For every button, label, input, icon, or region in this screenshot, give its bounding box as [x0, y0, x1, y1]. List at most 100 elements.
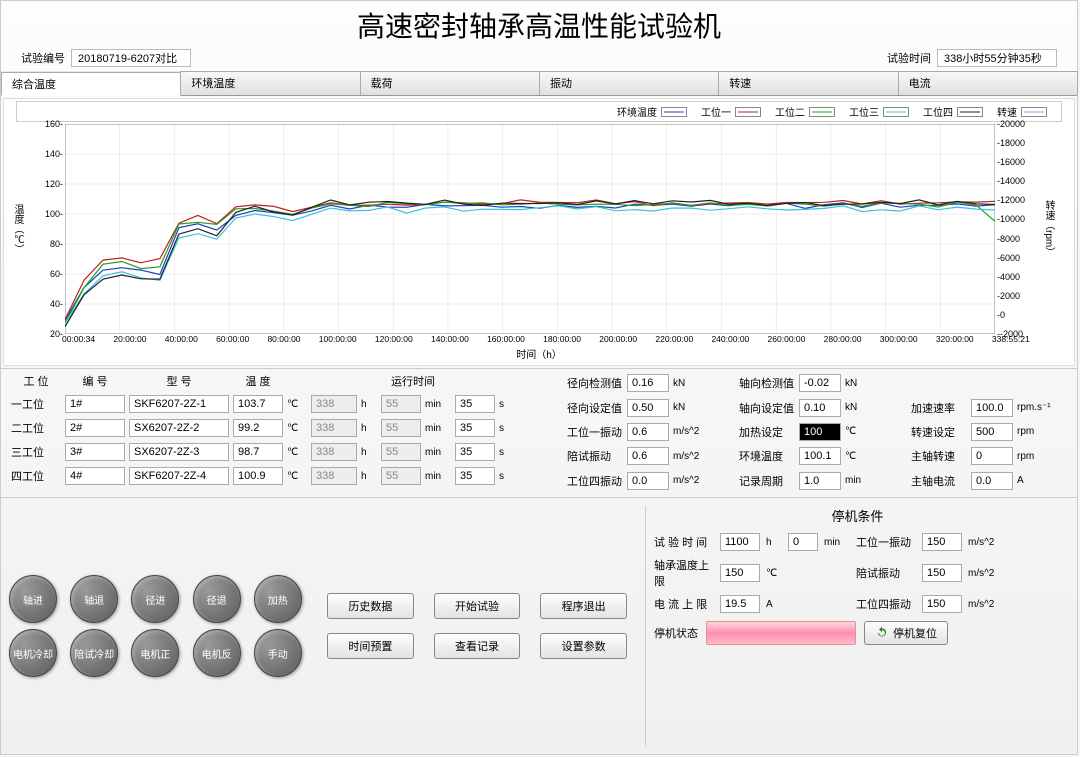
circle-btn[interactable]: 陪试冷却: [70, 629, 118, 677]
action-btn[interactable]: 时间预置: [327, 633, 414, 659]
action-btn[interactable]: 历史数据: [327, 593, 414, 619]
tab-2[interactable]: 载荷: [360, 71, 540, 95]
circle-btn[interactable]: 径退: [193, 575, 241, 623]
reading-input[interactable]: [627, 447, 669, 465]
ws-s[interactable]: [455, 395, 495, 413]
circle-btn[interactable]: 轴退: [70, 575, 118, 623]
mid-panel: 工 位编 号型 号温 度运行时间一工位 ℃ h min s二工位 ℃ h min…: [1, 368, 1077, 497]
ws-s[interactable]: [455, 419, 495, 437]
stop-row: 试 验 时 间h min 工位一振动m/s^2: [654, 533, 1061, 551]
reading-input[interactable]: [971, 399, 1013, 417]
action-btn[interactable]: 查看记录: [434, 633, 521, 659]
reading: 工位四振动m/s^2: [567, 471, 723, 491]
ws-row-0: 一工位 ℃ h min s: [11, 395, 551, 413]
action-btn[interactable]: 设置参数: [540, 633, 627, 659]
stop-input[interactable]: [922, 533, 962, 551]
reading-input[interactable]: [627, 374, 669, 392]
stop-row: 电 流 上 限A 工位四振动m/s^2: [654, 595, 1061, 613]
ws-temp[interactable]: [233, 419, 283, 437]
ws-model[interactable]: [129, 467, 229, 485]
legend-item: 转速: [997, 104, 1047, 119]
ws-m: [381, 395, 421, 413]
stop-input[interactable]: [720, 533, 760, 551]
tab-1[interactable]: 环境温度: [180, 71, 360, 95]
legend-item: 工位三: [849, 104, 909, 119]
circle-btn[interactable]: 轴进: [9, 575, 57, 623]
stop-status-label: 停机状态: [654, 625, 698, 641]
reading-input[interactable]: [799, 447, 841, 465]
test-id-field: 20180719-6207对比: [71, 49, 191, 67]
reading-input[interactable]: [971, 423, 1013, 441]
stop-input[interactable]: [922, 564, 962, 582]
ws-num[interactable]: [65, 467, 125, 485]
reading-input[interactable]: [799, 423, 841, 441]
reading: 工位一振动m/s^2: [567, 422, 723, 442]
ws-m: [381, 419, 421, 437]
line-chart: [65, 124, 995, 334]
ws-model[interactable]: [129, 419, 229, 437]
ws-row-1: 二工位 ℃ h min s: [11, 419, 551, 437]
readings-grid: 径向检测值kN轴向检测值kN 径向设定值kN轴向设定值kN加速速率rpm.s⁻¹…: [557, 373, 1067, 491]
reading: 径向设定值kN: [567, 397, 723, 417]
reading: 陪试振动m/s^2: [567, 446, 723, 466]
test-time-label: 试验时间: [887, 50, 931, 66]
circle-btn[interactable]: 电机冷却: [9, 629, 57, 677]
ws-model[interactable]: [129, 443, 229, 461]
ws-s[interactable]: [455, 467, 495, 485]
stop-reset-button[interactable]: 停机复位: [864, 621, 948, 645]
tab-3[interactable]: 振动: [539, 71, 719, 95]
y-left-axis: 20-40-60-80-100-120-140-160-: [25, 124, 65, 334]
ws-num[interactable]: [65, 395, 125, 413]
stop-title: 停机条件: [654, 506, 1061, 525]
legend-item: 工位二: [775, 104, 835, 119]
ws-m: [381, 467, 421, 485]
tab-5[interactable]: 电流: [898, 71, 1078, 95]
stop-row: 轴承温度上限℃ 陪试振动m/s^2: [654, 557, 1061, 589]
stop-status-indicator: [706, 621, 856, 645]
ws-temp[interactable]: [233, 443, 283, 461]
stop-input[interactable]: [720, 564, 760, 582]
reading-input[interactable]: [627, 472, 669, 490]
ws-row-3: 四工位 ℃ h min s: [11, 467, 551, 485]
reading-input[interactable]: [627, 423, 669, 441]
bottom-panel: 轴进轴退径进径退加热电机冷却陪试冷却电机正电机反手动 历史数据开始试验程序退出时…: [1, 497, 1077, 754]
ws-temp[interactable]: [233, 395, 283, 413]
ws-num[interactable]: [65, 419, 125, 437]
reading-input[interactable]: [799, 472, 841, 490]
reading-input[interactable]: [799, 399, 841, 417]
reading-input[interactable]: [971, 472, 1013, 490]
legend-item: 工位四: [923, 104, 983, 119]
stop-input[interactable]: [922, 595, 962, 613]
ws-row-2: 三工位 ℃ h min s: [11, 443, 551, 461]
test-id-label: 试验编号: [21, 50, 65, 66]
stop-input[interactable]: [720, 595, 760, 613]
reading: 转速设定rpm: [911, 422, 1067, 442]
circle-btn[interactable]: 加热: [254, 575, 302, 623]
ws-num[interactable]: [65, 443, 125, 461]
circle-btn[interactable]: 手动: [254, 629, 302, 677]
reading: 主轴转速rpm: [911, 446, 1067, 466]
circle-buttons: 轴进轴退径进径退加热电机冷却陪试冷却电机正电机反手动: [9, 506, 309, 746]
reading-input[interactable]: [971, 447, 1013, 465]
y-left-label: 温度（℃）: [10, 204, 25, 254]
y-right-axis: --2000-0-2000-4000-6000-8000-10000-12000…: [995, 124, 1041, 334]
chart-legend: 环境温度工位一工位二工位三工位四转速: [16, 101, 1062, 122]
reading: 主轴电流A: [911, 471, 1067, 491]
stop-input[interactable]: [788, 533, 818, 551]
ws-s[interactable]: [455, 443, 495, 461]
tab-0[interactable]: 综合温度: [1, 72, 181, 96]
circle-btn[interactable]: 电机正: [131, 629, 179, 677]
ws-model[interactable]: [129, 395, 229, 413]
circle-btn[interactable]: 电机反: [193, 629, 241, 677]
action-btn[interactable]: 开始试验: [434, 593, 521, 619]
refresh-icon: [875, 626, 889, 640]
action-btn[interactable]: 程序退出: [540, 593, 627, 619]
ws-temp[interactable]: [233, 467, 283, 485]
ws-h: [311, 419, 357, 437]
ws-h: [311, 443, 357, 461]
reading-input[interactable]: [627, 399, 669, 417]
tab-4[interactable]: 转速: [718, 71, 898, 95]
reading-input[interactable]: [799, 374, 841, 392]
circle-btn[interactable]: 径进: [131, 575, 179, 623]
x-axis-label: 时间（h）: [6, 344, 1072, 363]
